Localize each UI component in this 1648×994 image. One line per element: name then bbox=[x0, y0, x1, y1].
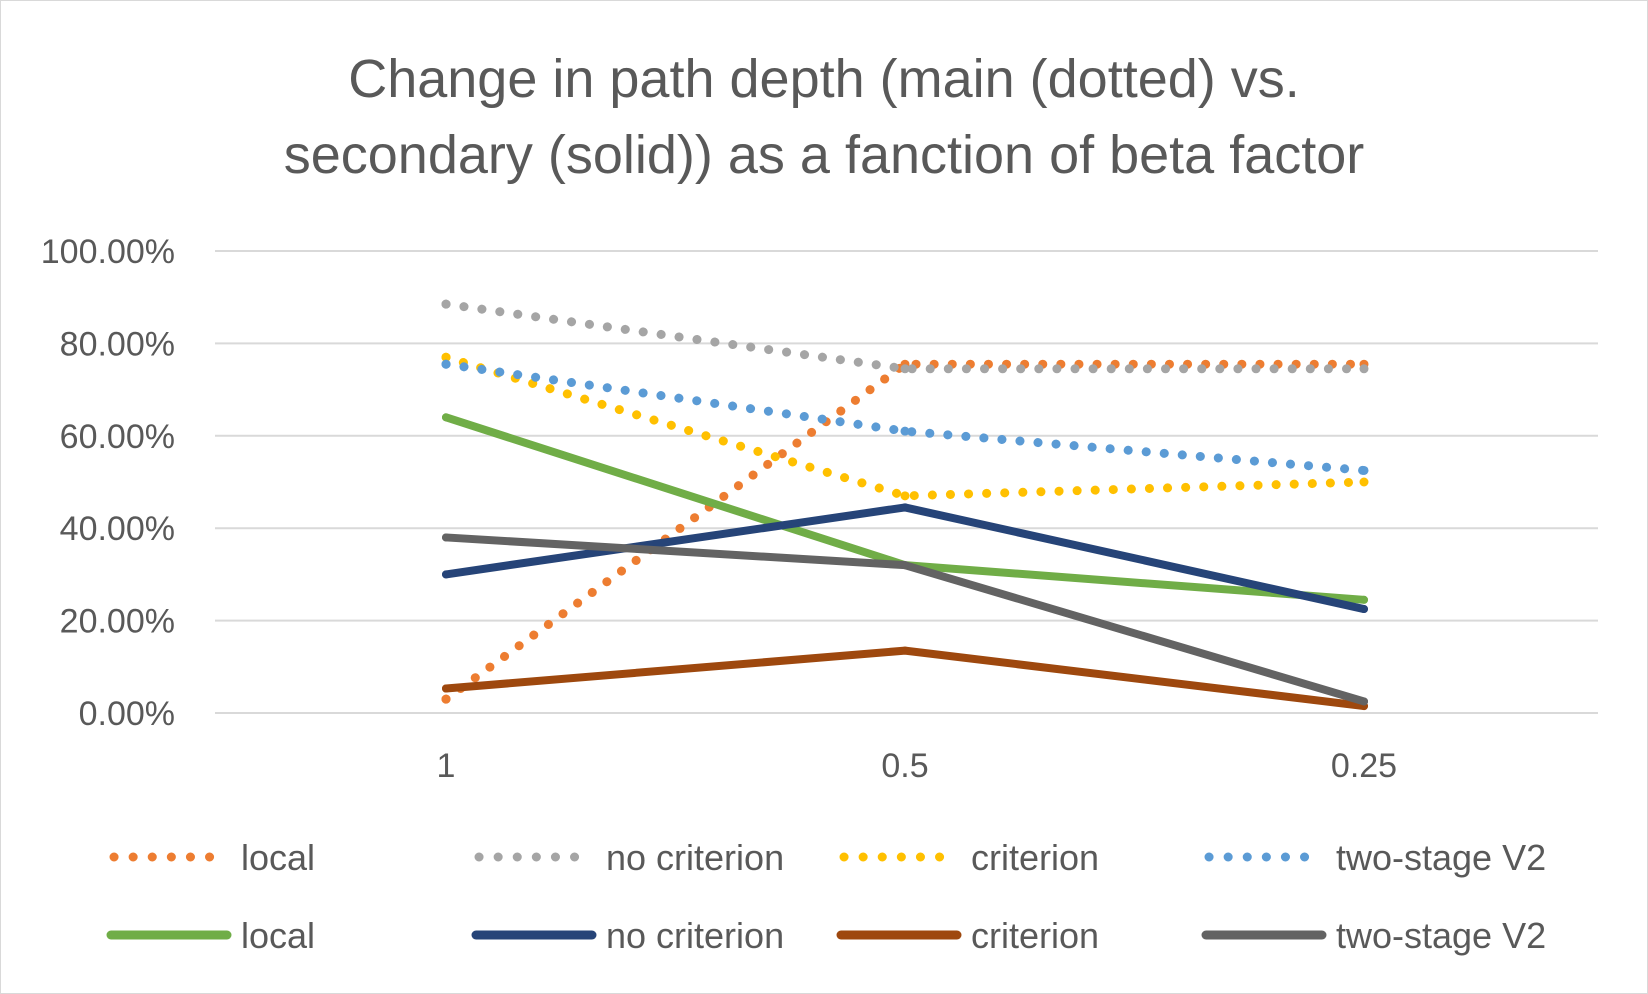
gridlines bbox=[215, 250, 1598, 714]
legend-label: local bbox=[241, 915, 315, 956]
y-tick-label: 100.00% bbox=[41, 233, 175, 271]
legend-item: no criterion bbox=[474, 837, 784, 878]
legend-label: no criterion bbox=[606, 837, 784, 878]
x-tick-label: 0.25 bbox=[1331, 747, 1397, 785]
series-line-dotted-no-criterion bbox=[441, 299, 1369, 374]
y-tick-label: 0.00% bbox=[79, 695, 175, 733]
data-point bbox=[900, 491, 910, 501]
legend-label: criterion bbox=[971, 837, 1099, 878]
data-point bbox=[1359, 477, 1369, 487]
data-point bbox=[441, 694, 451, 704]
legend-label: criterion bbox=[971, 915, 1099, 956]
legend-item: two-stage V2 bbox=[1201, 915, 1546, 956]
series-line-dotted-two-stage-v2 bbox=[441, 359, 1369, 475]
series-line-solid-no-criterion bbox=[442, 503, 1368, 614]
x-tick-label: 0.5 bbox=[881, 747, 928, 785]
chart-title: Change in path depth (main (dotted) vs. … bbox=[284, 49, 1365, 185]
chart-title-line-1: Change in path depth (main (dotted) vs. bbox=[348, 49, 1300, 109]
legend-item: no criterion bbox=[471, 915, 784, 956]
legend-item: criterion bbox=[836, 915, 1099, 956]
y-tick-label: 60.00% bbox=[60, 418, 175, 456]
data-point bbox=[901, 561, 909, 570]
data-point bbox=[1360, 595, 1368, 604]
legend-label: two-stage V2 bbox=[1336, 837, 1546, 878]
data-point bbox=[1359, 364, 1369, 374]
plot-series bbox=[441, 299, 1369, 711]
y-tick-label: 80.00% bbox=[60, 325, 175, 363]
data-point bbox=[441, 359, 451, 369]
legend-label: local bbox=[241, 837, 315, 878]
legend-item: local bbox=[106, 915, 315, 956]
legend-item: criterion bbox=[839, 837, 1099, 878]
data-point bbox=[1360, 697, 1368, 706]
series-line-dotted-criterion bbox=[441, 352, 1369, 501]
data-point bbox=[441, 299, 451, 309]
legend-item: local bbox=[109, 837, 315, 878]
data-point bbox=[442, 570, 450, 579]
x-axis-tick-labels: 1 0.5 0.25 bbox=[437, 747, 1398, 785]
chart-title-line-2: secondary (solid)) as a fanction of beta… bbox=[284, 125, 1365, 185]
data-point bbox=[900, 426, 910, 436]
data-point bbox=[1360, 605, 1368, 614]
data-point bbox=[441, 352, 451, 362]
y-axis-tick-labels: 0.00% 20.00% 40.00% 60.00% 80.00% 100.00% bbox=[41, 233, 175, 733]
y-tick-label: 40.00% bbox=[60, 510, 175, 548]
legend-item: two-stage V2 bbox=[1204, 837, 1546, 878]
legend-label: no criterion bbox=[606, 915, 784, 956]
data-point bbox=[442, 533, 450, 542]
x-tick-label: 1 bbox=[437, 747, 456, 785]
data-point bbox=[442, 684, 450, 693]
data-point bbox=[900, 364, 910, 374]
legend: local no criterion criterion two-stage V2 lo… bbox=[106, 837, 1546, 956]
data-point bbox=[442, 413, 450, 422]
legend-label: two-stage V2 bbox=[1336, 915, 1546, 956]
y-tick-label: 20.00% bbox=[60, 603, 175, 641]
data-point bbox=[901, 503, 909, 512]
data-point bbox=[901, 646, 909, 655]
data-point bbox=[1359, 465, 1369, 475]
